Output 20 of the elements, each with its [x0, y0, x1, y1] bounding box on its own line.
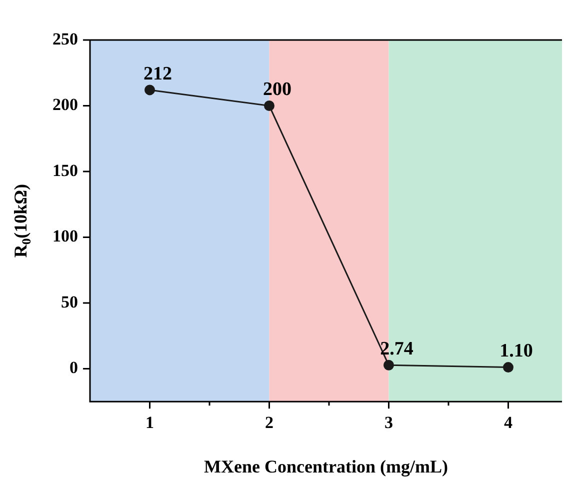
y-tick-label: 0	[70, 358, 78, 378]
point	[383, 360, 394, 370]
data-label: 1.10	[500, 340, 533, 362]
y-tick-label: 250	[52, 29, 78, 48]
y-tick-label: 50	[61, 292, 78, 312]
x-tick-label: 1	[145, 413, 154, 432]
x-tick-label: 2	[264, 413, 274, 432]
data-label: 212	[143, 63, 172, 84]
point	[502, 362, 514, 373]
data-label: 2.74	[380, 338, 414, 360]
x-tick-label: 4	[504, 413, 513, 432]
data-label: 200	[262, 79, 292, 100]
y-tick-label: 100	[52, 226, 78, 246]
y-axis-title: R0(10kΩ)	[10, 184, 34, 258]
point	[144, 84, 155, 96]
point	[264, 100, 274, 111]
y-tick-label: 200	[52, 95, 78, 114]
x-tick-label: 3	[384, 413, 393, 432]
y-tick-label: 150	[52, 160, 78, 180]
x-axis-title: MXene Concentration (mg/mL)	[204, 456, 448, 477]
